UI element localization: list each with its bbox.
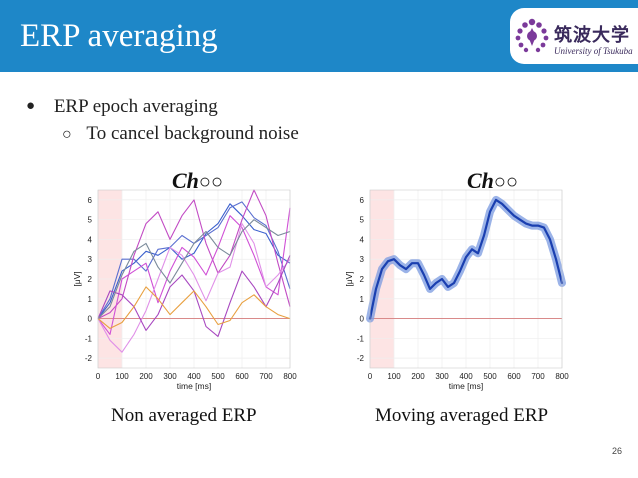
chart2-y-tick-label: 5 xyxy=(360,216,365,225)
bullet-marker: ● xyxy=(26,98,36,114)
page-number: 26 xyxy=(611,446,622,456)
chart1-series-line-4 xyxy=(97,223,291,353)
university-logo: 筑波大学 University of Tsukuba xyxy=(510,8,638,64)
chart2-y-tick-label: 4 xyxy=(360,235,365,244)
chart1-y-tick-label: -1 xyxy=(85,334,93,343)
chart1-x-tick-label: 200 xyxy=(139,372,153,381)
university-crest-icon xyxy=(515,18,549,53)
chart2-y-tick-label: 3 xyxy=(360,255,365,264)
bullet-text: ERP epoch averaging xyxy=(53,96,218,117)
chart1-y-tick-label: -2 xyxy=(85,354,93,363)
chart-1-caption: Non averaged ERP xyxy=(111,405,257,426)
logo-name-jp: 筑波大学 xyxy=(554,25,630,46)
chart2-x-tick-label: 200 xyxy=(411,372,425,381)
chart2-plot-frame xyxy=(369,189,563,369)
logo-name-en: University of Tsukuba xyxy=(554,46,633,56)
chart2-y-tick-label: 1 xyxy=(360,295,365,304)
chart1-x-tick-label: 700 xyxy=(259,372,273,381)
chart2-y-axis-label: [μV] xyxy=(344,271,354,286)
chart1-y-tick-label: 6 xyxy=(88,196,93,205)
chart1-y-tick-label: 4 xyxy=(88,235,93,244)
chart-2-caption: Moving averaged ERP xyxy=(375,405,549,426)
chart1-x-tick-label: 100 xyxy=(115,372,129,381)
slide-header: ERP averaging 筑波大学 University of Tsukuba xyxy=(0,0,638,72)
chart1-series-line-3 xyxy=(97,207,291,335)
chart1-series-line-0 xyxy=(97,203,291,319)
chart1-x-axis-label: time [ms] xyxy=(177,381,211,391)
chart1-series-line-6 xyxy=(97,286,291,329)
chart1-x-tick-label: 300 xyxy=(163,372,177,381)
chart2-x-axis-label: time [ms] xyxy=(449,381,483,391)
bullet-item-2: ○ To cancel background noise xyxy=(62,124,299,143)
slide-title: ERP averaging xyxy=(20,18,218,54)
chart1-series-line-2 xyxy=(97,189,291,320)
chart1-y-tick-label: 5 xyxy=(88,216,93,225)
chart2-x-tick-label: 0 xyxy=(368,372,373,381)
chart-non-averaged-erp: 0 100 200 300 400 500 600 700 800 -2 -1 0 1 2 3 4 5 6 time… xyxy=(72,189,297,391)
chart1-x-tick-label: 800 xyxy=(283,372,297,381)
chart2-x-tick-label: 600 xyxy=(507,372,521,381)
bullet-item-1: ● ERP epoch averaging xyxy=(26,97,218,116)
chart1-y-tick-label: 1 xyxy=(88,295,93,304)
chart1-y-tick-label: 0 xyxy=(88,315,93,324)
chart1-y-tick-label: 2 xyxy=(88,275,93,284)
sub-bullet-marker: ○ xyxy=(62,126,72,143)
chart2-x-tick-label: 500 xyxy=(483,372,497,381)
sub-bullet-text: To cancel background noise xyxy=(86,123,299,144)
chart-moving-averaged-erp: 0 100 200 300 400 500 600 700 800 -2 -1 0 1 2 3 4 5 6 time… xyxy=(344,189,569,391)
chart2-x-tick-label: 800 xyxy=(555,372,569,381)
chart2-x-tick-label: 300 xyxy=(435,372,449,381)
chart2-y-tick-label: 6 xyxy=(360,196,365,205)
chart1-x-tick-label: 400 xyxy=(187,372,201,381)
chart2-y-tick-label: 2 xyxy=(360,275,365,284)
chart1-x-tick-label: 600 xyxy=(235,372,249,381)
chart2-y-tick-label: -1 xyxy=(357,334,365,343)
chart2-x-tick-label: 100 xyxy=(387,372,401,381)
chart-1-channel-title: Ch○○ xyxy=(172,168,224,193)
chart1-y-axis-label: [μV] xyxy=(72,271,82,286)
chart2-x-tick-label: 700 xyxy=(531,372,545,381)
chart1-y-tick-label: 3 xyxy=(88,255,93,264)
chart1-series-line-7 xyxy=(97,219,291,319)
chart1-plot-frame xyxy=(97,189,291,369)
chart1-x-tick-label: 0 xyxy=(96,372,101,381)
chart2-x-tick-label: 400 xyxy=(459,372,473,381)
chart2-series-line-0 xyxy=(368,198,564,320)
chart2-y-tick-label: -2 xyxy=(357,354,365,363)
chart1-x-tick-label: 500 xyxy=(211,372,225,381)
chart2-y-tick-label: 0 xyxy=(360,315,365,324)
chart-2-channel-title: Ch○○ xyxy=(467,168,519,193)
